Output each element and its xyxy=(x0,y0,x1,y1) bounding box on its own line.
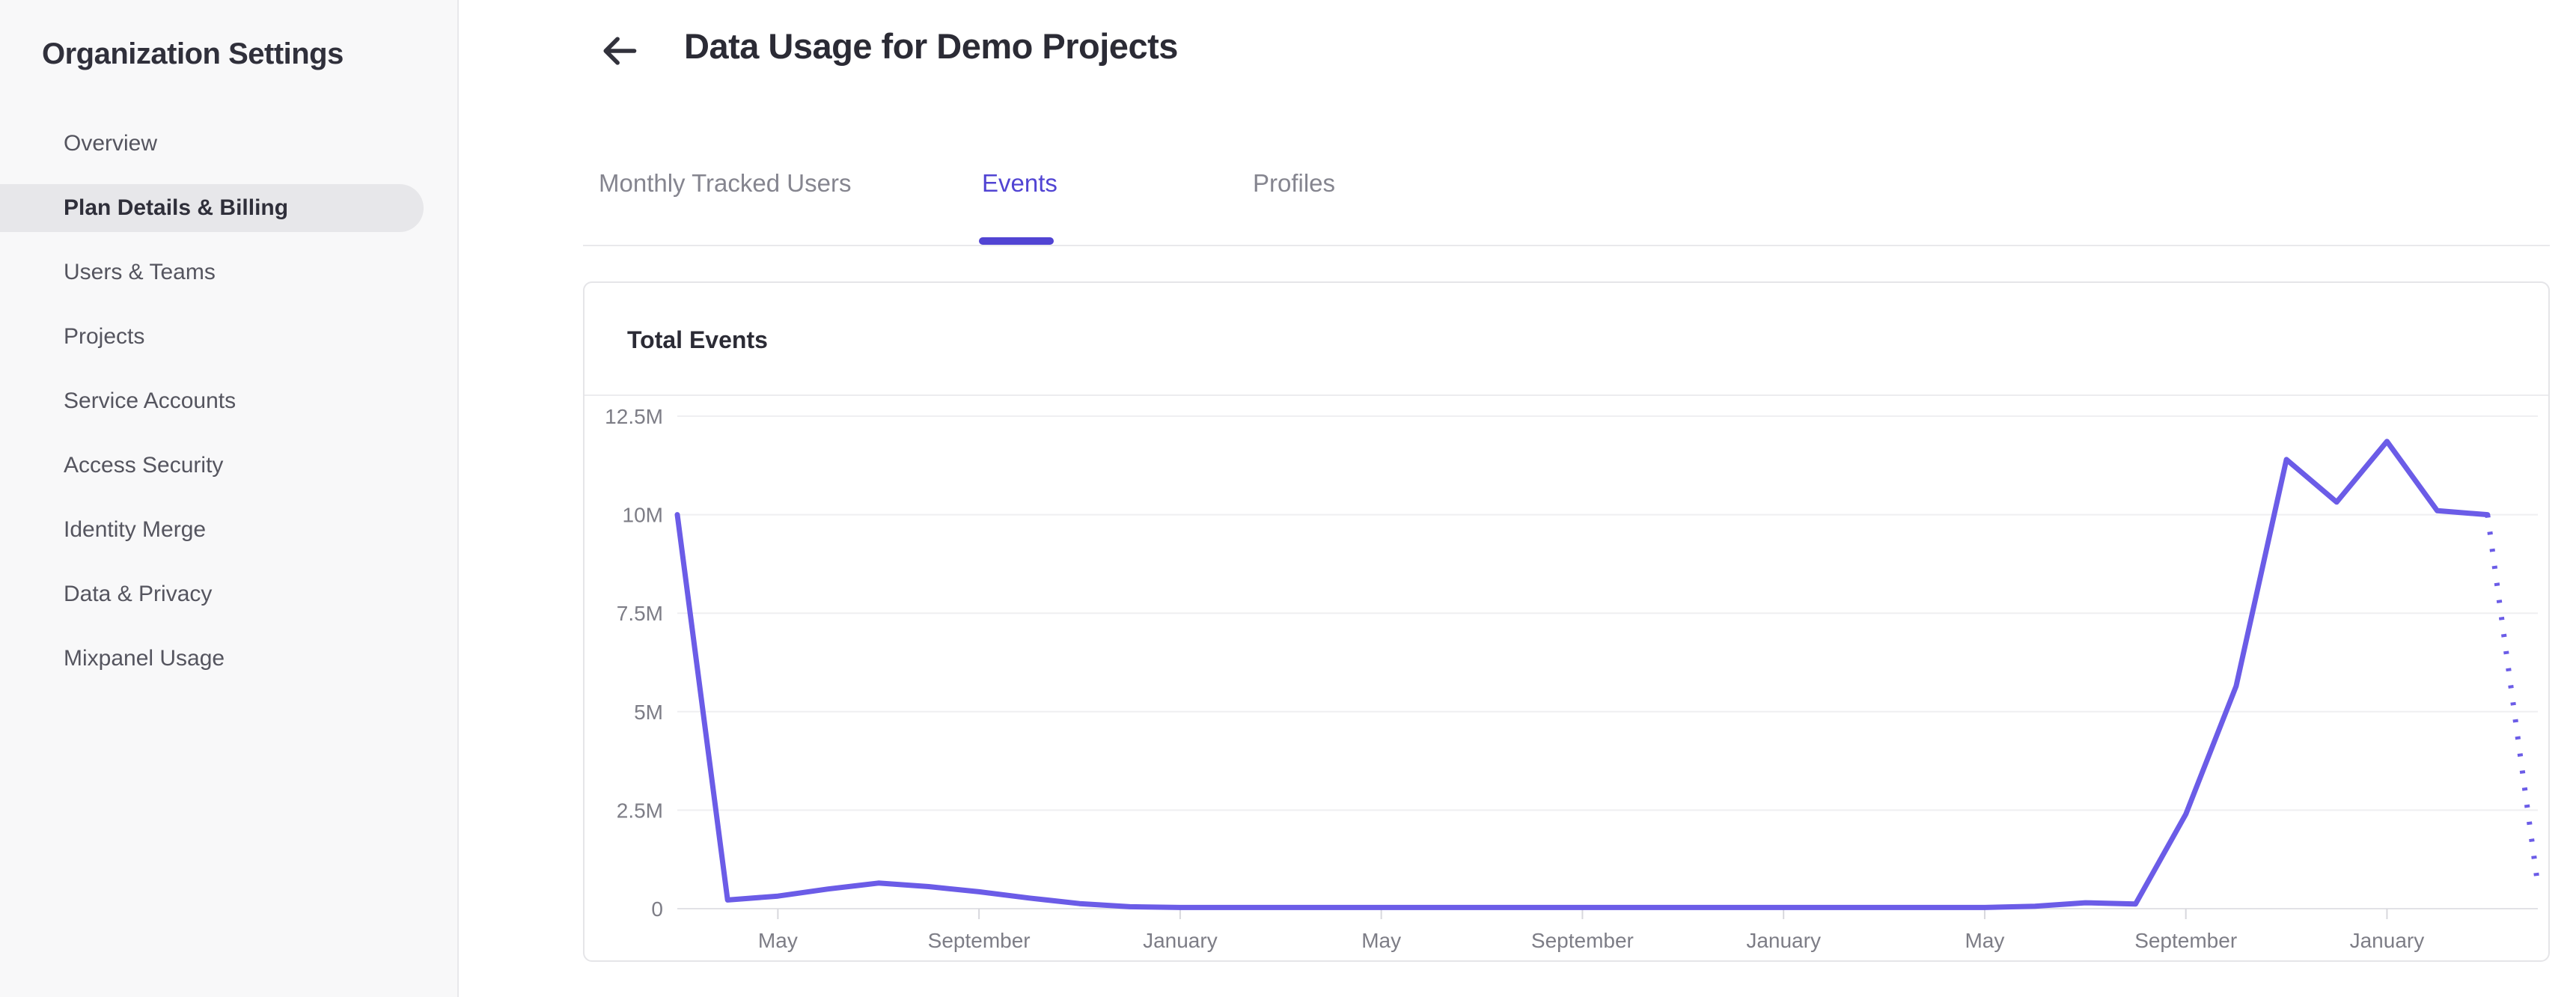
sidebar-item-service-accounts[interactable]: Service Accounts xyxy=(64,388,236,413)
chart-title: Total Events xyxy=(627,326,768,353)
y-axis-label: 5M xyxy=(634,701,663,724)
total-events-card: Total Events 0 2.5M 5M 7.5M 10M 12.5M May Septe… xyxy=(583,281,2550,962)
x-axis-label: January xyxy=(2350,929,2425,952)
y-axis-label: 7.5M xyxy=(617,602,663,625)
sidebar-item-identity-merge[interactable]: Identity Merge xyxy=(64,517,207,542)
y-axis-label: 0 xyxy=(651,897,663,921)
active-tab-underline xyxy=(979,237,1054,245)
tabs-bottom-border xyxy=(583,245,2550,246)
sidebar-item-projects[interactable]: Projects xyxy=(64,324,145,349)
sidebar-item-overview[interactable]: Overview xyxy=(64,131,158,156)
x-axis-label: September xyxy=(928,929,1031,952)
projected-series-line-dotted xyxy=(2485,514,2541,885)
tab-events[interactable]: Events xyxy=(982,169,1057,197)
x-axis-label: September xyxy=(1531,929,1634,952)
sidebar-item-access-security[interactable]: Access Security xyxy=(64,453,224,478)
page-title: Data Usage for Demo Projects xyxy=(684,26,1178,66)
back-button[interactable] xyxy=(598,30,640,72)
organization-settings-sidebar: Organization Settings Overview Plan Deta… xyxy=(0,0,459,997)
events-series-line xyxy=(674,439,2491,910)
card-divider xyxy=(585,394,2548,396)
x-axis-label: January xyxy=(1143,929,1218,952)
y-axis-label: 12.5M xyxy=(605,405,663,428)
sidebar-item-mixpanel-usage[interactable]: Mixpanel Usage xyxy=(64,646,225,671)
sidebar-nav: Overview Plan Details & Billing Users & … xyxy=(0,120,459,699)
sidebar-title: Organization Settings xyxy=(42,37,344,70)
x-axis-label: September xyxy=(2134,929,2237,952)
x-axis-label: May xyxy=(1965,929,2004,952)
y-axis-label: 2.5M xyxy=(617,799,663,822)
sidebar-item-users-teams[interactable]: Users & Teams xyxy=(64,260,216,284)
total-events-line-chart[interactable]: 0 2.5M 5M 7.5M 10M 12.5M May September January Ma… xyxy=(585,396,2548,960)
y-axis-label: 10M xyxy=(623,504,663,527)
x-axis-label: January xyxy=(1746,929,1821,952)
x-axis-label: May xyxy=(1361,929,1401,952)
sidebar-item-plan-details-billing[interactable]: Plan Details & Billing xyxy=(0,184,424,232)
sidebar-item-data-privacy[interactable]: Data & Privacy xyxy=(64,582,213,606)
tab-profiles[interactable]: Profiles xyxy=(1253,169,1336,197)
arrow-left-icon xyxy=(598,37,640,74)
main-content: Data Usage for Demo Projects Monthly Tra… xyxy=(459,0,2576,997)
x-axis-label: May xyxy=(758,929,798,952)
tab-monthly-tracked-users[interactable]: Monthly Tracked Users xyxy=(599,169,852,197)
